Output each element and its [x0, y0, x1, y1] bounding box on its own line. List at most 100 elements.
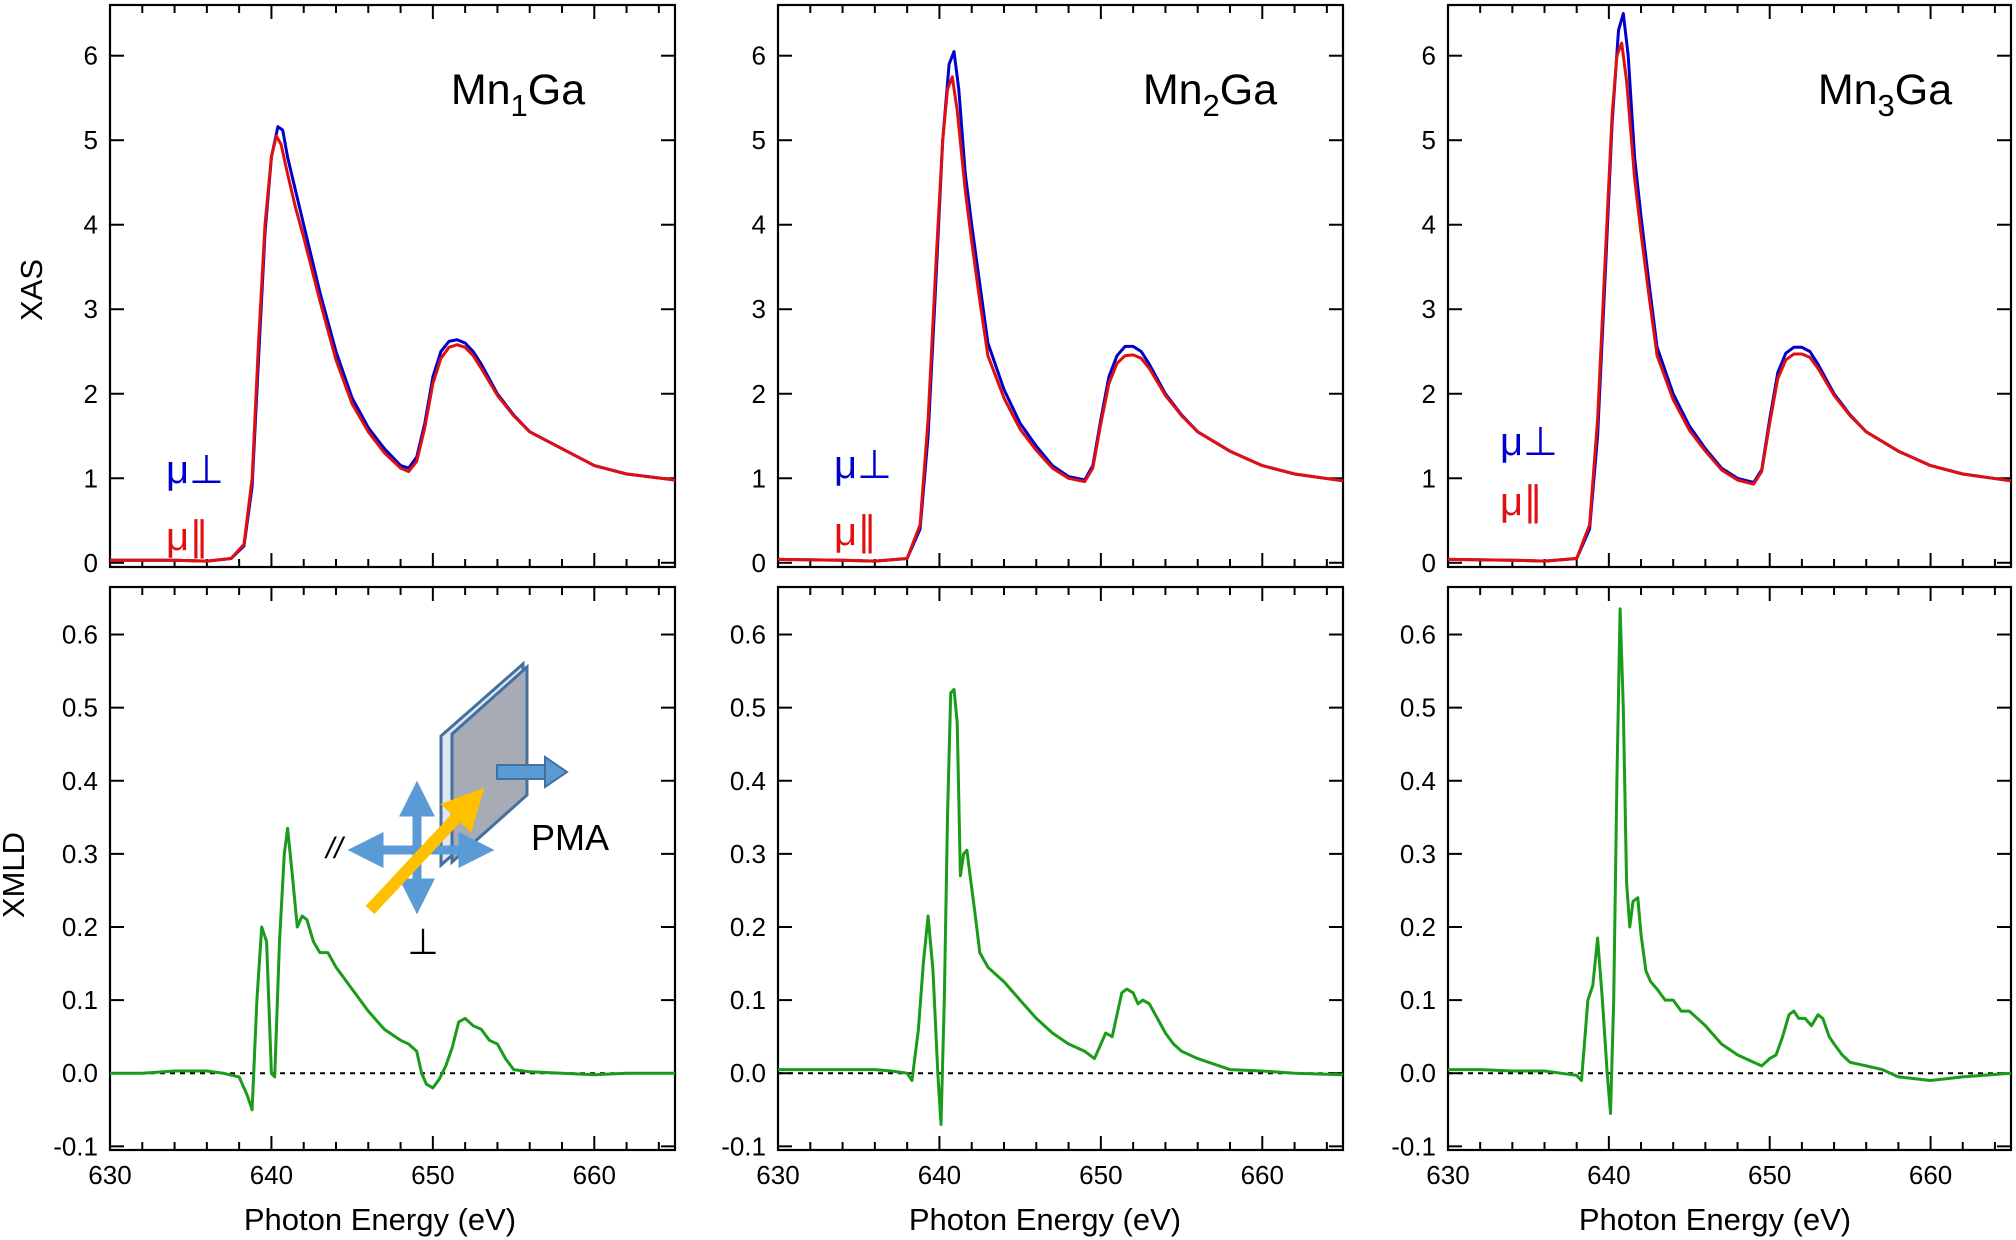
y-tick-label: 2 [84, 379, 98, 409]
y-tick-label: 0.5 [62, 693, 98, 723]
y-tick-label: 0.6 [1400, 620, 1436, 650]
y-axis-title-xas: XAS [14, 259, 49, 321]
y-tick-label: 6 [752, 41, 766, 71]
magnetization-arrow-icon [496, 755, 569, 789]
x-axis-title-3: Photon Energy (eV) [1579, 1202, 1851, 1237]
y-tick-label: 1 [84, 463, 98, 493]
x-tick-label: 630 [1426, 1160, 1469, 1190]
legends: μ⊥ μ∥ μ⊥ μ∥ μ⊥ μ∥ [166, 420, 1558, 559]
y-axis-title-xmld: XMLD [0, 832, 31, 918]
legend-mu-par: μ∥ [834, 510, 877, 554]
y-tick-label: -0.1 [53, 1131, 98, 1161]
y-tick-label: 0.0 [1400, 1058, 1436, 1088]
legend-mu-perp: μ⊥ [834, 443, 892, 487]
plot-frame [776, 3, 1345, 569]
x-tick-label: 630 [88, 1160, 131, 1190]
panel-4: 630 640 650 660 -0.1 0.0 0.1 0.2 0.3 0.4 0.5 0.6 [53, 585, 677, 1190]
panel-title-subscript: 1 [511, 88, 528, 123]
y-tick-label: 3 [84, 294, 98, 324]
x-tick-label: 640 [1587, 1160, 1630, 1190]
panel-3: 0 1 2 3 4 5 6 Mn3Ga [1422, 3, 2013, 578]
x-tick-label: 650 [411, 1160, 454, 1190]
legend-1: μ⊥ μ∥ [166, 448, 224, 559]
y-tick-label: 0.4 [62, 766, 98, 796]
x-tick-label: 630 [756, 1160, 799, 1190]
y-tick-label: 3 [752, 294, 766, 324]
beam-arrow-icon [365, 787, 485, 915]
panel-title-subscript: 3 [1878, 88, 1895, 123]
y-tick-label: 0 [752, 548, 766, 578]
panel-5: 630 640 650 660 -0.1 0.0 0.1 0.2 0.3 0.4 0.5 0.6 [721, 585, 1345, 1190]
y-tick-label: 0.6 [62, 620, 98, 650]
y-tick-label: 0.1 [730, 985, 766, 1015]
panel-title-rest: Ga [1220, 66, 1277, 114]
y-tick-label: 0.3 [62, 839, 98, 869]
panel-2: 0 1 2 3 4 5 6 Mn2Ga [752, 3, 1345, 578]
y-tick-label: 0.1 [1400, 985, 1436, 1015]
y-tick-label: 0 [84, 548, 98, 578]
series-line-1 [778, 687, 1344, 1126]
series-line-1 [1448, 607, 2012, 1115]
perp-label: ⊥ [407, 921, 438, 962]
y-tick-label: 0.3 [730, 839, 766, 869]
plot-frame [108, 585, 677, 1152]
legend-mu-perp: μ⊥ [166, 448, 224, 492]
plot-frame [1446, 585, 2013, 1152]
panel-6: 630 640 650 660 -0.1 0.0 0.1 0.2 0.3 0.4 0.5 0.6 [1391, 585, 2013, 1190]
y-tick-label: 0.2 [730, 912, 766, 942]
series-line-2 [1447, 41, 2012, 563]
x-tick-label: 660 [1909, 1160, 1952, 1190]
y-tick-label: 5 [1422, 125, 1436, 155]
y-tick-label: 0.4 [1400, 766, 1436, 796]
x-tick-label: 660 [573, 1160, 616, 1190]
series-line-1 [110, 826, 675, 1112]
series-line-1 [110, 125, 676, 563]
x-tick-label: 650 [1748, 1160, 1791, 1190]
panel-title-rest: Ga [528, 66, 585, 114]
series-line-2 [777, 75, 1344, 563]
y-tick-label: 6 [84, 41, 98, 71]
panel-title-rest: Ga [1895, 66, 1952, 114]
legend-mu-par: μ∥ [166, 515, 209, 559]
y-tick-label: 0.5 [730, 693, 766, 723]
parallel-label: // [324, 832, 345, 865]
y-tick-label: 0.1 [62, 985, 98, 1015]
x-tick-label: 640 [250, 1160, 293, 1190]
y-tick-label: 4 [752, 210, 766, 240]
x-axis-title-2: Photon Energy (eV) [909, 1202, 1181, 1237]
x-tick-label: 640 [918, 1160, 961, 1190]
y-tick-label: -0.1 [1391, 1131, 1436, 1161]
legend-3: μ⊥ μ∥ [1500, 420, 1558, 524]
legend-mu-perp: μ⊥ [1500, 420, 1558, 464]
legend-mu-par: μ∥ [1500, 480, 1543, 524]
y-tick-label: 1 [1422, 463, 1436, 493]
pma-label: PMA [531, 817, 609, 858]
x-axis-title-1: Photon Energy (eV) [244, 1202, 516, 1237]
panel-1: 0 1 2 3 4 5 6 Mn1Ga [84, 3, 677, 578]
y-tick-label: 2 [752, 379, 766, 409]
y-tick-label: 0.2 [62, 912, 98, 942]
x-tick-label: 650 [1079, 1160, 1122, 1190]
y-tick-label: 0.0 [62, 1058, 98, 1088]
panel-title: Mn2Ga [1143, 66, 1277, 123]
panel-title: Mn3Ga [1818, 66, 1952, 123]
plot-frame [776, 585, 1345, 1152]
plot-frame [108, 3, 677, 569]
panel-title: Mn1Ga [451, 66, 585, 123]
y-tick-label: 4 [1422, 210, 1436, 240]
y-tick-label: 5 [752, 125, 766, 155]
y-tick-label: 3 [1422, 294, 1436, 324]
y-tick-label: 6 [1422, 41, 1436, 71]
y-tick-label: 4 [84, 210, 98, 240]
y-tick-label: 0.3 [1400, 839, 1436, 869]
y-tick-label: 0.0 [730, 1058, 766, 1088]
x-tick-label: 660 [1241, 1160, 1284, 1190]
legend-2: μ⊥ μ∥ [834, 443, 892, 554]
y-tick-label: 0.6 [730, 620, 766, 650]
panel-title-subscript: 2 [1203, 88, 1220, 123]
y-tick-label: 0.5 [1400, 693, 1436, 723]
y-tick-label: 0.2 [1400, 912, 1436, 942]
y-tick-label: 1 [752, 463, 766, 493]
